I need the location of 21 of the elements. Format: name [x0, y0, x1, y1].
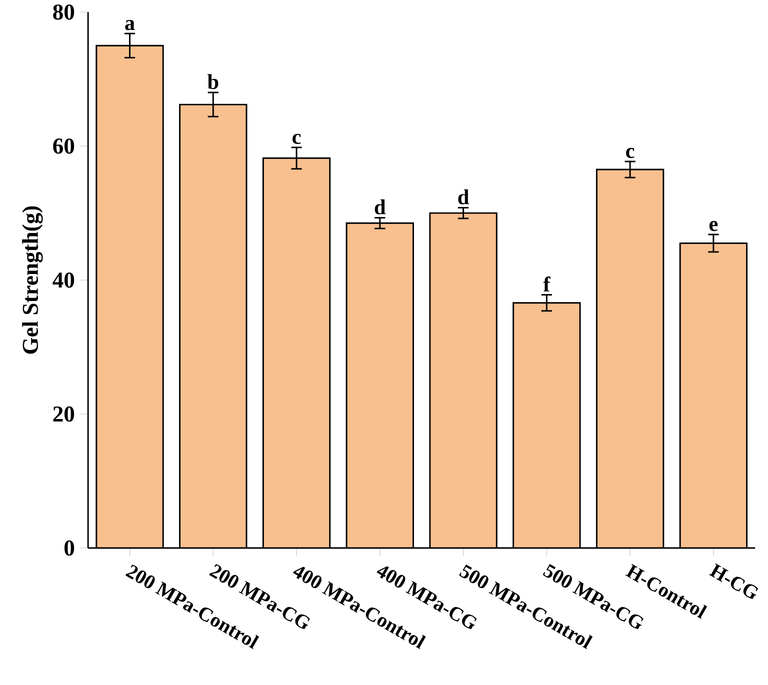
annotation: d	[374, 199, 386, 214]
bar	[596, 170, 664, 548]
bar	[346, 223, 414, 548]
annotation: b	[208, 74, 218, 90]
bar	[180, 104, 246, 548]
y-tick-label: 80	[53, 4, 74, 20]
bar	[263, 158, 330, 548]
y-tick-label: 0	[64, 540, 74, 556]
annotation: c	[292, 134, 301, 144]
y-tick-label: 60	[53, 138, 74, 154]
annotation: e	[709, 221, 718, 232]
annotation: a	[125, 20, 135, 30]
bar	[430, 213, 497, 548]
y-axis-title: Gel Strength(g)	[22, 206, 43, 354]
annotation: f	[543, 276, 550, 292]
annotation: c	[626, 148, 634, 158]
bar	[96, 46, 164, 548]
bar	[513, 302, 580, 548]
y-tick-label: 40	[52, 272, 74, 288]
y-tick-label: 20	[53, 406, 74, 422]
annotation: d	[458, 189, 469, 204]
